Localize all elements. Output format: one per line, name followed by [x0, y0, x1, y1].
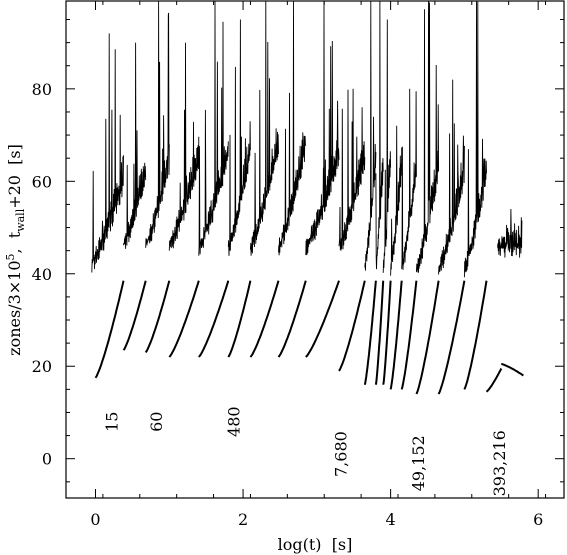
x-tick-label: 0 — [90, 510, 100, 529]
wall-time-band-segment — [278, 0, 307, 256]
wall-time-band-segment — [227, 19, 251, 256]
wall-time-band-segment — [364, 0, 377, 271]
y-axis-label-sup: 5 — [4, 253, 17, 260]
wall-time-band-segment — [198, 0, 229, 256]
zone-count-label: 7,680 — [331, 431, 350, 477]
series-t_wall — [91, 0, 523, 278]
wall-time-band-segment — [390, 125, 403, 276]
y-axis-label-sep: , t — [5, 231, 24, 253]
zones-sawtooth-segment — [227, 280, 252, 358]
y-axis-label-tail: +20 [s] — [5, 144, 24, 209]
zones-sawtooth-segment — [374, 280, 385, 385]
x-tick-label: 6 — [533, 510, 543, 529]
wall-time-band-segment — [497, 208, 523, 258]
zones-sawtooth-segment — [415, 280, 440, 395]
wall-time-band-segment — [145, 0, 170, 248]
zones-sawtooth-segment — [198, 280, 230, 358]
wall-time-band-segment — [249, 0, 279, 256]
zones-sawtooth-segment — [94, 280, 125, 379]
x-tick-label: 4 — [386, 510, 396, 529]
zones-sawtooth-segment — [501, 362, 524, 377]
wall-time-band-segment — [438, 79, 465, 275]
y-tick-label: 40 — [32, 265, 52, 284]
wall-time-band-segment — [401, 88, 417, 270]
wall-time-band-segment — [415, 0, 440, 273]
wall-time-band-segment — [375, 0, 384, 270]
annotations-layer: 15 60 480 7,680 49,152 393,216 — [103, 406, 509, 496]
zones-sawtooth-segment — [168, 280, 200, 358]
y-tick-label: 20 — [32, 357, 52, 376]
wall-time-band-segment — [168, 42, 200, 251]
plot-frame — [65, 0, 565, 499]
zones-sawtooth-segment — [277, 280, 307, 358]
zones-sawtooth-segment — [338, 280, 366, 372]
zones-sawtooth-segment — [437, 280, 466, 395]
data-layer — [91, 0, 524, 395]
wall-time-band-segment — [463, 0, 487, 278]
wall-time-band-segment — [91, 33, 124, 273]
zone-count-label: 49,152 — [409, 435, 428, 491]
y-axis-label-sub: wall — [14, 208, 27, 231]
y-tick-label: 80 — [32, 80, 52, 99]
zones-sawtooth-segment — [463, 280, 488, 390]
zones-sawtooth-segment — [305, 280, 340, 358]
zone-count-label: 60 — [147, 412, 166, 432]
y-axis-label: zones/3×105, twall+20 [s] — [4, 144, 27, 356]
zones-sawtooth-segment — [389, 280, 403, 390]
wall-time-band-segment — [123, 42, 147, 249]
series-zones — [94, 280, 524, 395]
zones-sawtooth-segment — [144, 280, 171, 353]
zones-sawtooth-segment — [249, 280, 280, 358]
zone-count-label: 480 — [224, 406, 243, 437]
x-tick-label: 2 — [238, 510, 248, 529]
zones-sawtooth-segment — [485, 368, 503, 393]
wall-time-band-segment — [382, 19, 392, 273]
x-axis-label: log(t) [s] — [278, 535, 353, 554]
zone-count-label: 393,216 — [490, 430, 509, 496]
y-tick-label: 60 — [32, 172, 52, 191]
y-axis-label-base: zones/3×10 — [5, 260, 24, 355]
zones-sawtooth-segment — [382, 280, 392, 385]
y-tick-label: 0 — [42, 450, 52, 469]
zone-count-label: 15 — [103, 412, 122, 432]
wall-time-band-segment — [338, 88, 366, 251]
zones-sawtooth-segment — [400, 280, 418, 390]
wall-time-band-segment — [305, 0, 340, 256]
zones-sawtooth-segment — [122, 280, 147, 351]
zones-sawtooth-segment — [363, 280, 377, 385]
